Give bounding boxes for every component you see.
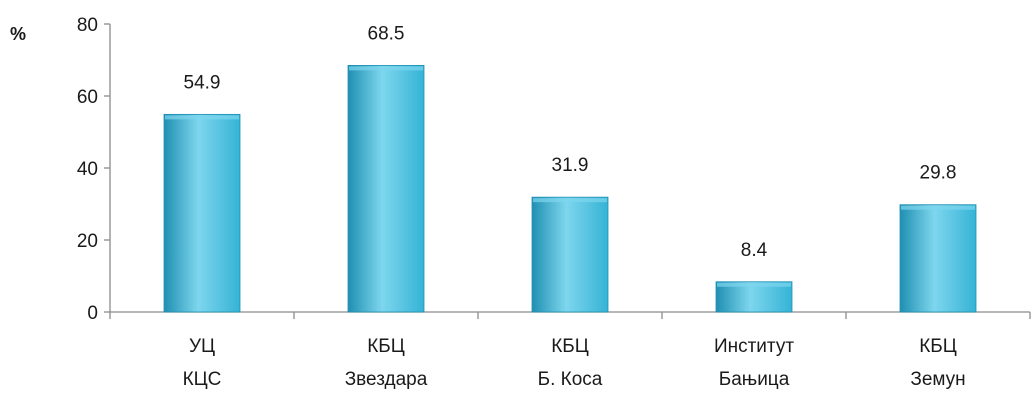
data-label: 29.8 — [920, 163, 957, 184]
bar-top-highlight — [533, 198, 607, 203]
bar — [899, 204, 977, 313]
bar-top-highlight — [717, 282, 791, 287]
y-tick-label: 80 — [77, 15, 98, 36]
category-label: КБЦ — [919, 336, 957, 357]
category-label: КБЦ — [551, 336, 589, 357]
category-label: Б. Коса — [538, 369, 603, 390]
category-label: КБЦ — [367, 336, 405, 357]
data-label: 54.9 — [184, 72, 221, 93]
bar — [715, 281, 793, 313]
category-label: Звездара — [345, 369, 428, 390]
data-label: 8.4 — [741, 240, 768, 261]
y-tick-label: 40 — [77, 159, 98, 180]
y-tick-label: 20 — [77, 231, 98, 252]
category-label: Бањица — [719, 369, 790, 390]
bar — [347, 65, 425, 313]
bar-top-highlight — [165, 115, 239, 120]
y-axis-unit-label: % — [10, 24, 26, 44]
category-label: УЦ — [189, 336, 215, 357]
category-label: КЦС — [183, 369, 222, 390]
category-label: Земун — [910, 369, 965, 390]
bar-top-highlight — [349, 66, 423, 71]
data-label: 68.5 — [368, 23, 405, 44]
bar — [163, 113, 241, 313]
y-tick-label: 0 — [87, 303, 98, 324]
category-label: Институт — [714, 336, 794, 357]
bar — [531, 196, 609, 313]
bar-top-highlight — [901, 205, 975, 210]
y-tick-label: 60 — [77, 87, 98, 108]
data-label: 31.9 — [552, 155, 589, 176]
